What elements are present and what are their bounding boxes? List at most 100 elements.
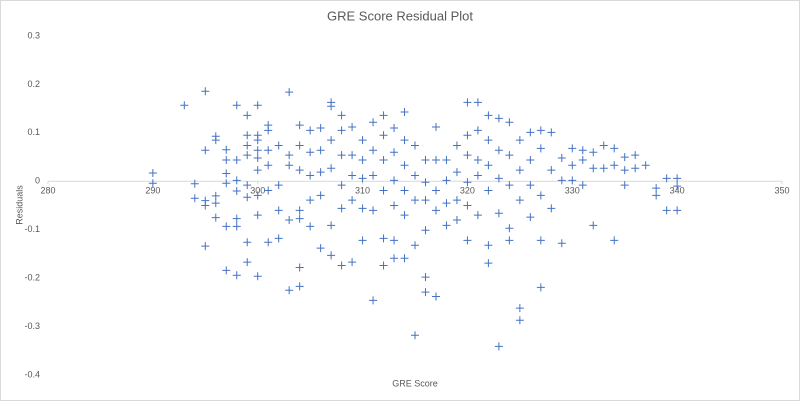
point	[232, 155, 241, 164]
point	[526, 213, 535, 222]
point	[599, 141, 608, 150]
point	[484, 186, 493, 195]
point	[400, 186, 409, 195]
point	[379, 155, 388, 164]
point	[295, 166, 304, 175]
point	[201, 242, 210, 251]
point	[369, 118, 378, 127]
point	[515, 304, 524, 313]
point	[264, 126, 273, 135]
point	[589, 221, 598, 230]
point	[253, 154, 262, 163]
point	[316, 191, 325, 200]
point	[536, 126, 545, 135]
y-tick-label: -0.1	[24, 224, 40, 234]
point	[610, 144, 619, 153]
point	[421, 273, 430, 282]
point	[243, 151, 252, 160]
point	[327, 164, 336, 173]
point	[610, 236, 619, 245]
point	[285, 88, 294, 97]
point	[494, 174, 503, 183]
point	[201, 201, 210, 210]
point	[620, 181, 629, 190]
point	[358, 236, 367, 245]
point	[264, 161, 273, 170]
point	[463, 178, 472, 187]
point	[505, 181, 514, 190]
point	[316, 244, 325, 253]
point	[599, 164, 608, 173]
point	[578, 146, 587, 155]
point	[232, 214, 241, 223]
point	[673, 174, 682, 183]
point	[295, 214, 304, 223]
point	[222, 266, 231, 275]
point	[253, 211, 262, 220]
point	[211, 191, 220, 200]
point	[337, 111, 346, 120]
point	[232, 271, 241, 280]
x-tick-label: 280	[40, 186, 55, 196]
point	[411, 331, 419, 340]
point	[222, 155, 231, 164]
point	[295, 206, 304, 215]
y-tick-label: 0	[35, 176, 40, 186]
point	[211, 199, 220, 208]
point	[515, 196, 524, 205]
point	[620, 153, 629, 162]
point	[201, 87, 210, 96]
point	[473, 171, 482, 180]
point	[232, 186, 241, 195]
point	[285, 151, 294, 160]
point	[484, 241, 493, 250]
point	[295, 282, 304, 291]
point	[431, 292, 440, 301]
point	[673, 182, 682, 191]
point	[515, 136, 524, 145]
point	[411, 141, 419, 150]
y-tick-label: -0.3	[24, 321, 40, 331]
point	[547, 204, 556, 213]
point	[243, 111, 252, 120]
y-axis-label: Residuals	[14, 185, 24, 225]
point	[463, 236, 472, 245]
point	[557, 154, 566, 163]
point	[536, 191, 545, 200]
point	[463, 151, 472, 160]
point	[243, 193, 252, 202]
point	[190, 179, 199, 188]
point	[505, 224, 514, 233]
x-axis-label: GRE Score	[392, 378, 438, 388]
point	[421, 226, 430, 235]
point	[243, 141, 252, 150]
point	[379, 131, 388, 140]
point	[232, 176, 241, 185]
y-tick-label: -0.4	[24, 369, 40, 379]
point	[390, 236, 399, 245]
point	[610, 161, 619, 170]
point	[327, 136, 336, 145]
point	[494, 342, 503, 351]
point	[358, 204, 367, 213]
point	[452, 216, 461, 225]
point	[411, 171, 419, 180]
point	[536, 236, 545, 245]
x-tick-label: 300	[250, 186, 265, 196]
point	[285, 161, 294, 170]
point	[379, 111, 388, 120]
x-tick-label: 340	[670, 186, 685, 196]
point	[505, 236, 514, 245]
point	[190, 194, 199, 203]
point	[411, 241, 419, 250]
chart-title: GRE Score Residual Plot	[327, 8, 473, 23]
x-tick-label: 320	[460, 186, 475, 196]
point	[211, 136, 220, 145]
point	[547, 166, 556, 175]
point	[369, 146, 378, 155]
point	[264, 238, 273, 247]
point	[222, 169, 231, 178]
point	[337, 181, 346, 190]
point	[243, 181, 252, 190]
point	[515, 166, 524, 175]
